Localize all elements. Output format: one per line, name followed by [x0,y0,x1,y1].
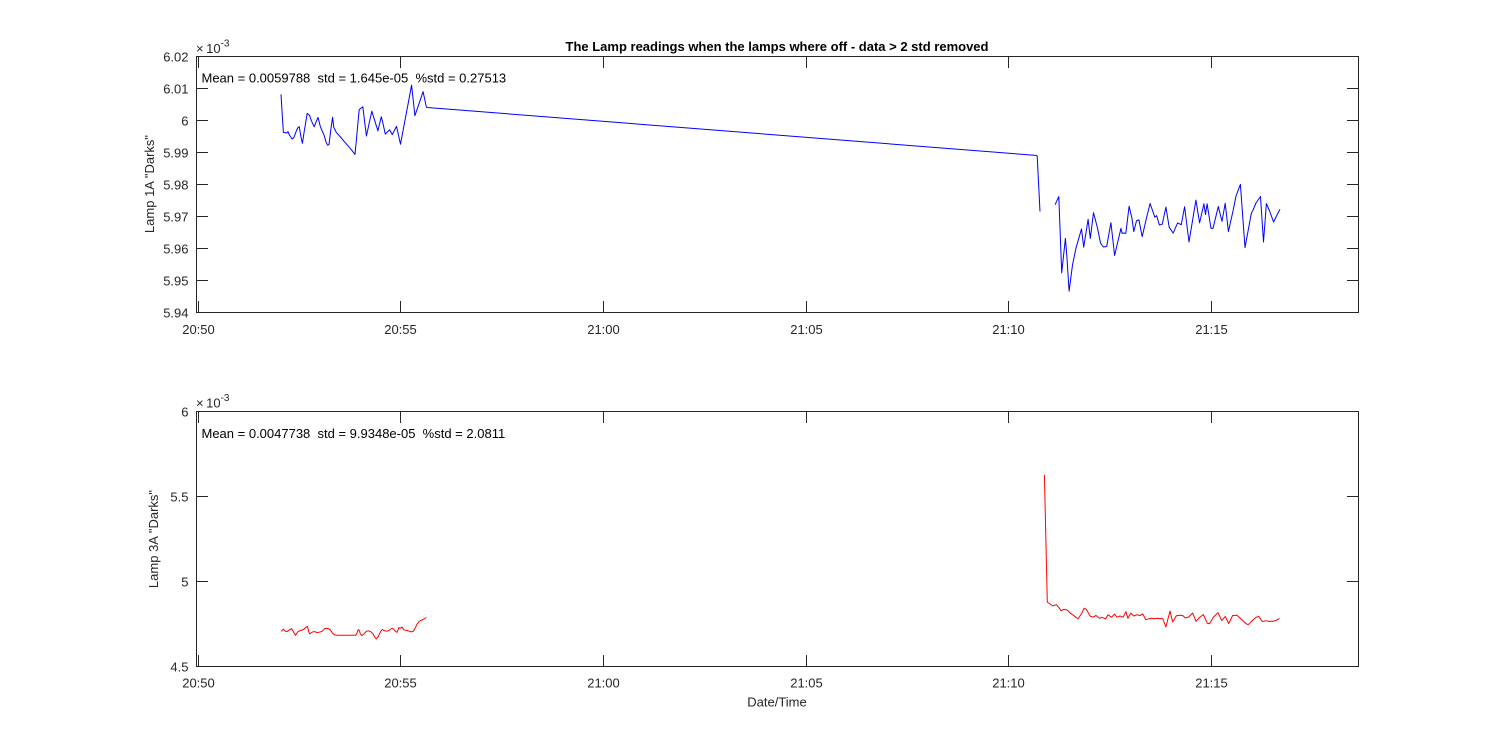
svg-text:20:50: 20:50 [182,322,215,337]
svg-text:4.5: 4.5 [170,659,188,674]
svg-text:21:00: 21:00 [587,322,620,337]
svg-text:The Lamp readings when the lam: The Lamp readings when the lamps where o… [566,39,989,54]
svg-text:6: 6 [181,113,188,128]
svg-text:21:15: 21:15 [1195,322,1228,337]
svg-text:21:15: 21:15 [1195,676,1228,691]
svg-text:6.01: 6.01 [163,81,188,96]
svg-text:Mean = 0.0047738 std = 9.9348: Mean = 0.0047738 std = 9.9348e-05 %std =… [202,426,506,441]
svg-text:5.96: 5.96 [163,241,188,256]
svg-text:21:10: 21:10 [992,322,1025,337]
svg-text:21:05: 21:05 [790,676,823,691]
svg-text:Mean = 0.0059788 std = 1.645e: Mean = 0.0059788 std = 1.645e-05 %std = … [202,71,507,86]
svg-text:21:00: 21:00 [587,676,620,691]
svg-text:Date/Time: Date/Time [747,694,806,709]
svg-text:20:55: 20:55 [384,322,417,337]
svg-text:5: 5 [181,574,188,589]
svg-text:5.95: 5.95 [163,273,188,288]
svg-text:5.99: 5.99 [163,145,188,160]
svg-text:6: 6 [181,404,188,419]
svg-text:5.97: 5.97 [163,209,188,224]
svg-text:6.02: 6.02 [163,49,188,64]
svg-text:5.94: 5.94 [163,305,188,320]
svg-text:Lamp 1A "Darks": Lamp 1A "Darks" [142,135,157,233]
svg-text:21:05: 21:05 [790,322,823,337]
svg-text:Lamp 3A "Darks": Lamp 3A "Darks" [146,490,161,588]
svg-text:20:55: 20:55 [384,676,417,691]
svg-text:20:50: 20:50 [182,676,215,691]
svg-text:21:10: 21:10 [992,676,1025,691]
svg-text:5.5: 5.5 [170,489,188,504]
svg-text:5.98: 5.98 [163,177,188,192]
